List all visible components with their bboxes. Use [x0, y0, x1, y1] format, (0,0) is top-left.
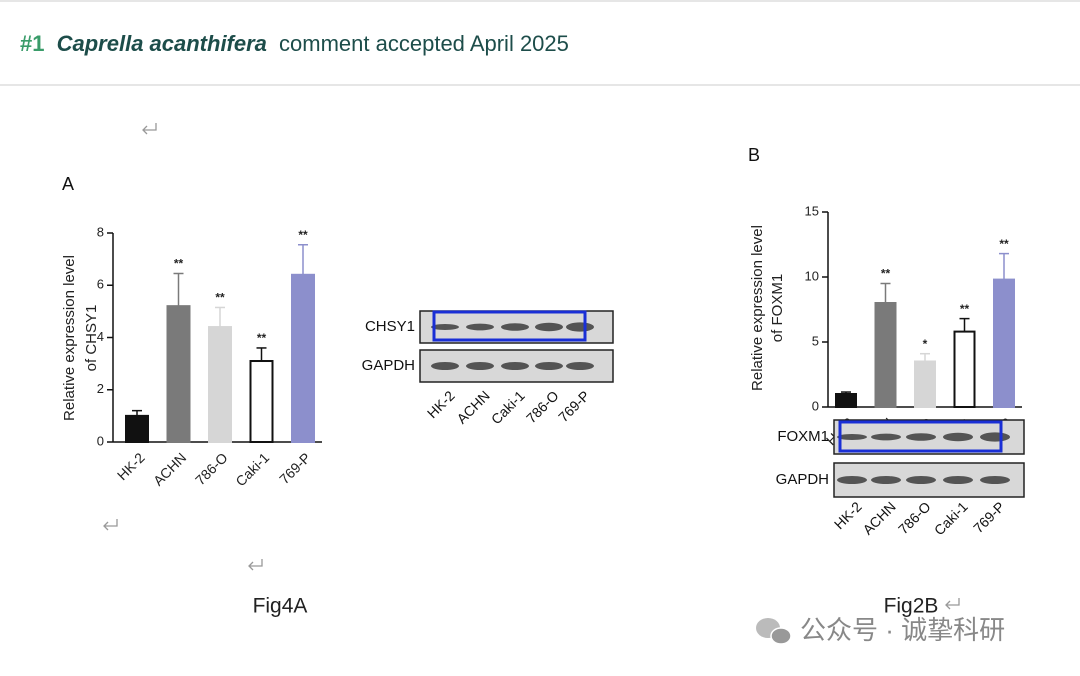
- blot-band: [535, 322, 563, 332]
- lane-label: 786-O: [895, 498, 934, 537]
- significance-label: *: [923, 337, 928, 351]
- y-tick-label: 8: [97, 224, 104, 239]
- comment-header: #1 Caprella acanthifera comment accepted…: [20, 31, 569, 56]
- highlight-box: [838, 420, 1003, 453]
- significance-label: **: [881, 267, 891, 281]
- y-tick-label: 4: [97, 329, 104, 344]
- blot-band: [906, 476, 936, 484]
- return-mark: [945, 598, 960, 610]
- bar: [249, 360, 274, 444]
- blot-band: [501, 323, 529, 331]
- blot-band: [871, 433, 901, 441]
- blot-row-label: GAPDH: [362, 357, 415, 374]
- panel-label: A: [62, 174, 74, 194]
- blot-band: [566, 322, 594, 332]
- blot-row-label: FOXM1: [777, 428, 829, 445]
- bar: [914, 360, 936, 408]
- divider: [0, 84, 1080, 86]
- bar: [166, 305, 191, 443]
- y-tick-label: 0: [97, 433, 104, 448]
- highlight-box: [432, 310, 587, 342]
- blot-band: [431, 324, 459, 330]
- blot-band: [466, 323, 494, 331]
- blot-band: [943, 476, 973, 484]
- y-tick-label: 6: [97, 277, 104, 292]
- y-axis-label: of CHSY1: [83, 305, 100, 372]
- blot-band: [431, 362, 459, 370]
- lane-label: 786-O: [523, 387, 562, 426]
- x-tick-label: 769-P: [276, 449, 314, 487]
- lane-label: Caki-1: [931, 498, 971, 538]
- y-tick-label: 0: [812, 398, 819, 413]
- y-axis-label: of FOXM1: [769, 274, 786, 342]
- blot-row-label: CHSY1: [365, 318, 415, 335]
- return-mark: [248, 559, 263, 571]
- significance-label: **: [298, 228, 308, 242]
- x-tick-label: 786-O: [192, 449, 231, 488]
- comment-number: #1: [20, 31, 44, 56]
- return-mark: [103, 519, 118, 531]
- blot-band: [871, 476, 901, 484]
- bar: [993, 278, 1015, 409]
- caption: Fig2B: [884, 595, 939, 618]
- blot-band: [837, 434, 867, 440]
- lane-label: ACHN: [453, 387, 492, 426]
- return-marks: [103, 123, 960, 610]
- bar: [953, 330, 976, 409]
- x-tick-label: ACHN: [150, 449, 189, 488]
- significance-label: **: [215, 291, 225, 305]
- header-text: comment accepted April 2025: [279, 31, 569, 56]
- significance-label: **: [960, 302, 970, 316]
- wechat-icon: [756, 618, 792, 645]
- lane-label: 769-P: [555, 387, 593, 425]
- return-mark: [142, 123, 157, 135]
- blot-band: [501, 362, 529, 370]
- significance-label: **: [257, 331, 267, 345]
- x-tick-label: Caki-1: [232, 449, 272, 489]
- top-border: [0, 0, 1080, 2]
- blot-band: [943, 432, 973, 442]
- blot-band: [980, 476, 1010, 484]
- y-tick-label: 10: [805, 268, 819, 283]
- blot-band: [837, 476, 867, 484]
- significance-label: **: [999, 237, 1009, 251]
- blot-row-label: GAPDH: [776, 471, 829, 488]
- watermark: 公众号 · 诚挚科研: [800, 615, 1005, 645]
- panel-label: B: [748, 145, 760, 165]
- bar: [208, 326, 232, 443]
- x-tick-label: HK-2: [114, 449, 148, 483]
- y-tick-label: 15: [805, 203, 819, 218]
- bar: [874, 302, 897, 408]
- caption: Fig4A: [253, 595, 308, 618]
- blot-band: [466, 362, 494, 370]
- y-tick-label: 2: [97, 381, 104, 396]
- lane-label: ACHN: [859, 498, 898, 537]
- y-axis-label: Relative expression level: [749, 225, 766, 391]
- significance-label: **: [174, 257, 184, 271]
- bar: [291, 273, 315, 443]
- y-axis-label: Relative expression level: [61, 255, 78, 421]
- species: Caprella acanthifera: [57, 31, 267, 56]
- bar: [835, 393, 857, 408]
- y-tick-label: 5: [812, 333, 819, 348]
- blot-band: [906, 433, 936, 441]
- blot-band: [980, 432, 1010, 442]
- blot-band: [535, 362, 563, 370]
- blot-band: [566, 362, 594, 370]
- lane-label: 769-P: [970, 498, 1008, 536]
- lane-label: Caki-1: [488, 387, 528, 427]
- bar: [125, 414, 149, 443]
